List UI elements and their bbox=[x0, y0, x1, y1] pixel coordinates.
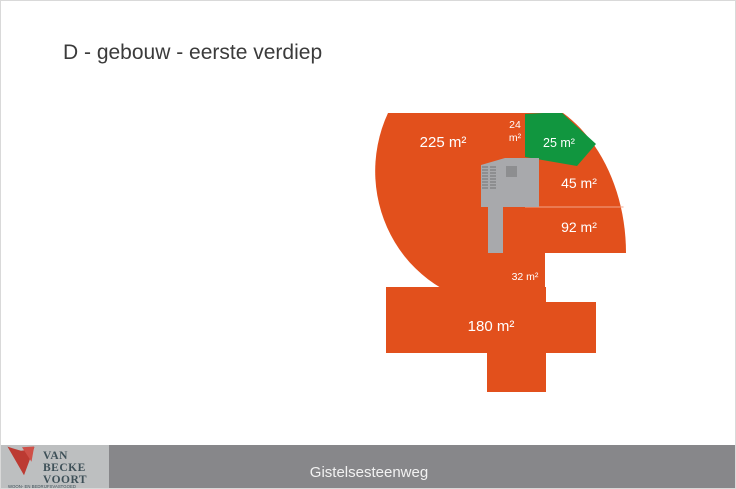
svg-text:24: 24 bbox=[509, 119, 521, 131]
svg-text:m²: m² bbox=[509, 132, 522, 144]
svg-text:25 m²: 25 m² bbox=[543, 136, 575, 150]
svg-text:92 m²: 92 m² bbox=[561, 219, 597, 235]
svg-text:VAN: VAN bbox=[43, 450, 68, 462]
svg-text:32 m²: 32 m² bbox=[512, 271, 539, 283]
svg-text:45 m²: 45 m² bbox=[561, 175, 597, 191]
svg-text:WOON- EN BEDRIJFSVASTGOED: WOON- EN BEDRIJFSVASTGOED bbox=[8, 484, 76, 489]
svg-text:180 m²: 180 m² bbox=[468, 318, 515, 335]
svg-text:225 m²: 225 m² bbox=[420, 134, 467, 151]
